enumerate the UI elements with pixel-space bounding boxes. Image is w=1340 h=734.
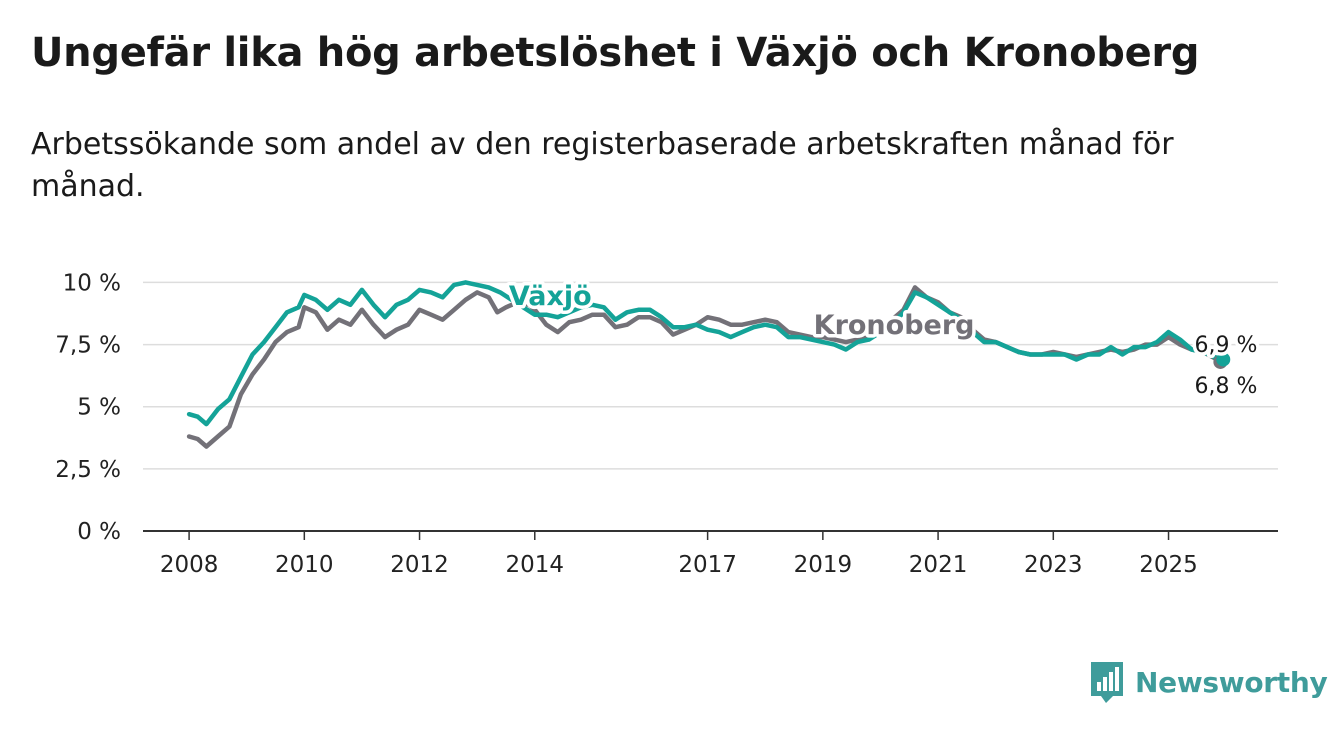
end-label-vaxjo: 6,9 % <box>1195 333 1258 358</box>
chart-subtitle: Arbetssökande som andel av den registerb… <box>31 127 1174 204</box>
x-tick-label: 2014 <box>506 552 565 578</box>
y-tick-label: 2,5 % <box>55 457 121 483</box>
y-tick-label: 7,5 % <box>55 333 121 359</box>
x-tick-label: 2012 <box>390 552 449 578</box>
brand-name: Newsworthy <box>1135 665 1328 699</box>
series-label-kronoberg-halo: Kronoberg <box>814 310 975 341</box>
newsworthy-logo-icon <box>1091 662 1123 703</box>
x-tick-label: 2010 <box>275 552 334 578</box>
series-lines <box>186 280 1231 449</box>
y-tick-label: 0 % <box>77 519 121 545</box>
x-tick-label: 2023 <box>1024 552 1083 578</box>
x-tick-label: 2025 <box>1139 552 1198 578</box>
end-label-kronoberg: 6,8 % <box>1195 374 1258 399</box>
series-line-vaxjo <box>186 280 1226 427</box>
x-tick-label: 2008 <box>160 552 219 578</box>
series-line-kronoberg <box>186 285 1223 449</box>
end-label-kronoberg-halo: 6,8 % <box>1195 374 1258 399</box>
y-tick-label: 5 % <box>77 395 121 421</box>
series-label-vaxjo-halo: Växjö <box>509 281 592 312</box>
y-tick-label: 10 % <box>63 270 121 296</box>
chart-title: Ungefär lika hög arbetslöshet i Växjö oc… <box>31 30 1200 76</box>
series-label-kronoberg: Kronoberg <box>814 310 975 341</box>
end-label-vaxjo-halo: 6,9 % <box>1195 333 1258 358</box>
y-axis-ticks: 0 % 2,5 % 5 % 7,5 % 10 % <box>55 270 121 545</box>
x-axis-ticks: 2008 2010 2012 2014 2017 2019 2021 2023 2025 <box>160 531 1198 578</box>
end-point-vaxjo <box>1216 352 1231 367</box>
brand-logo: Newsworthy <box>1089 660 1328 704</box>
x-tick-label: 2021 <box>909 552 968 578</box>
x-tick-label: 2019 <box>794 552 853 578</box>
gridlines <box>143 281 1278 470</box>
series-label-vaxjo: Växjö <box>509 281 592 312</box>
x-tick-label: 2017 <box>678 552 737 578</box>
